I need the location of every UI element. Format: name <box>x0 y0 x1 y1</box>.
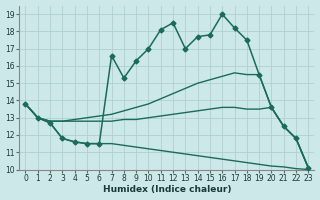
X-axis label: Humidex (Indice chaleur): Humidex (Indice chaleur) <box>103 185 231 194</box>
